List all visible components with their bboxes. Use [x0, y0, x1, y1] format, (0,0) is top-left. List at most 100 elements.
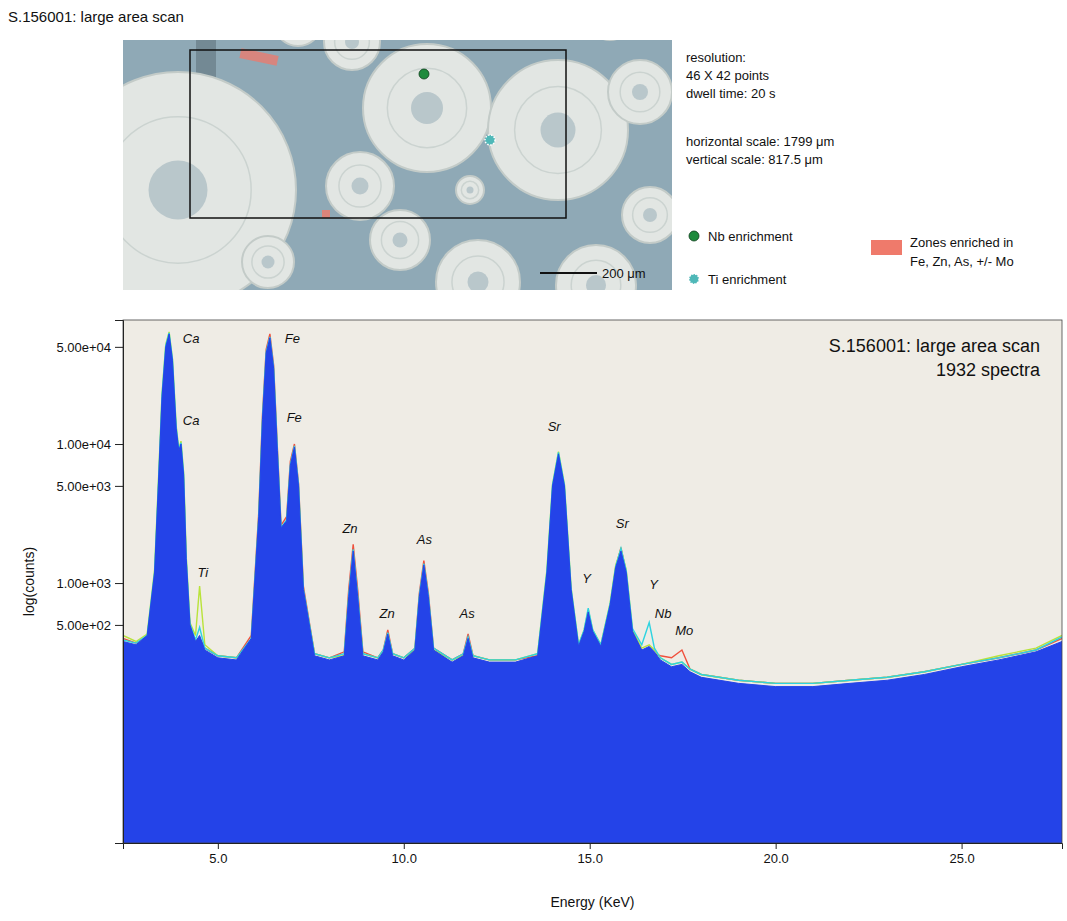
peak-label: Ca	[183, 413, 200, 428]
zone-patch	[239, 48, 278, 66]
peak-label: Mo	[675, 623, 693, 638]
tick-label: 5.0	[209, 851, 227, 866]
ooid	[436, 240, 520, 290]
y-axis: 5.00e+02 1.00e+03 5.00e+03 1.00e+04 5.00e+04	[56, 321, 123, 844]
spectra	[123, 332, 1062, 843]
ooid	[242, 236, 294, 288]
ooid-ring	[452, 256, 504, 290]
ooid-ring	[620, 72, 660, 112]
x-tick: 10.0	[392, 843, 417, 866]
peak-label: Sr	[548, 419, 562, 434]
tick-label: 20.0	[763, 851, 788, 866]
peak-label: Fe	[285, 331, 300, 346]
peak-label: Fe	[287, 410, 302, 425]
ooid-ring	[461, 181, 478, 198]
tick-label: 1.00e+04	[56, 437, 111, 452]
ooid-ring	[381, 221, 418, 258]
tick-mark	[115, 444, 123, 445]
peak-label: Ti	[197, 565, 209, 580]
tick-mark	[962, 843, 963, 849]
axis-line	[115, 321, 124, 844]
scan-area	[190, 50, 566, 218]
peak-label: Sr	[616, 516, 630, 531]
y-axis-title: log(counts)	[21, 547, 37, 616]
x-tick: 25.0	[949, 843, 974, 866]
tick-mark	[115, 625, 123, 626]
peak-label: As	[459, 606, 476, 621]
x-tick: 15.0	[578, 843, 603, 866]
ooid	[324, 40, 380, 70]
tick-mark	[218, 843, 219, 849]
ooid	[326, 152, 394, 220]
tick-mark	[776, 843, 777, 849]
y-tick: 5.00e+02	[56, 618, 123, 633]
ooid-nucleus	[262, 256, 275, 269]
ooid-nucleus	[352, 178, 369, 195]
ooid-ring	[339, 165, 381, 207]
x-axis: 5.0 10.0 15.0 20.0 25.0	[124, 843, 1063, 866]
marker	[485, 135, 495, 145]
peak-label: Zn	[341, 521, 357, 536]
spectrum-area	[123, 334, 1062, 843]
y-tick: 5.00e+04	[56, 340, 123, 355]
ooid	[363, 44, 491, 172]
ooid	[456, 176, 484, 204]
ooid-nucleus	[468, 272, 489, 291]
tick-mark	[115, 583, 123, 584]
peak-label: Y	[649, 577, 659, 592]
scan-info: vertical scale: 817.5 μm	[686, 152, 823, 167]
ooid-nucleus	[643, 208, 657, 222]
zone-patch	[322, 210, 330, 218]
scale-bar-label: 200 μm	[602, 266, 646, 281]
ooid	[488, 60, 628, 200]
ooid	[622, 187, 672, 243]
tick-label: 5.00e+04	[56, 340, 111, 355]
ooid	[274, 40, 322, 46]
ooid-nucleus	[467, 187, 474, 194]
scan-info: dwell time: 20 s	[686, 86, 776, 101]
ooid	[370, 210, 430, 270]
peak-label: Nb	[655, 606, 672, 621]
ooid	[123, 72, 296, 290]
scan-info: horizontal scale: 1799 μm	[686, 134, 834, 149]
zone-swatch	[871, 240, 902, 255]
ooid-ring	[515, 87, 602, 174]
scan-info: resolution:	[686, 50, 746, 65]
tick-label: 25.0	[949, 851, 974, 866]
figure: S.156001: large area scan 200 μm resolutio…	[0, 0, 1067, 921]
y-tick: 1.00e+04	[56, 437, 123, 452]
scan-info: 46 X 42 points	[686, 68, 770, 83]
ooid-nucleus	[149, 161, 208, 220]
tick-mark	[115, 347, 123, 348]
tick-mark	[590, 843, 591, 849]
ooid-nucleus	[411, 92, 443, 124]
marker	[689, 231, 699, 241]
x-axis-title: Energy (KeV)	[550, 894, 634, 910]
x-tick: 5.0	[209, 843, 227, 866]
ooid-nucleus	[345, 40, 359, 49]
y-tick: 5.00e+03	[56, 479, 123, 494]
panel-title: S.156001: large area scan	[8, 8, 184, 25]
zone-label: Zones enriched in	[910, 235, 1013, 250]
chart-subtitle: 1932 spectra	[936, 360, 1041, 380]
tick-mark	[404, 843, 405, 849]
peak-label: Y	[582, 571, 592, 586]
micrograph	[123, 40, 672, 290]
axis-line	[124, 844, 1063, 850]
scale-bar	[540, 272, 597, 274]
ooid-nucleus	[632, 84, 648, 100]
legend-label: Ti enrichment	[708, 272, 787, 287]
x-tick: 20.0	[763, 843, 788, 866]
ooid-ring	[633, 198, 668, 233]
ooid-ring	[252, 246, 284, 278]
ooid-ring	[387, 68, 466, 147]
plot-background	[123, 320, 1062, 843]
peak-label: Ca	[183, 331, 200, 346]
tick-label: 10.0	[392, 851, 417, 866]
tick-label: 15.0	[578, 851, 603, 866]
marker	[689, 274, 699, 284]
y-tick: 1.00e+03	[56, 576, 123, 591]
peak-label: Zn	[379, 606, 395, 621]
ooid-nucleus	[393, 233, 408, 248]
plot-frame	[123, 320, 1062, 843]
